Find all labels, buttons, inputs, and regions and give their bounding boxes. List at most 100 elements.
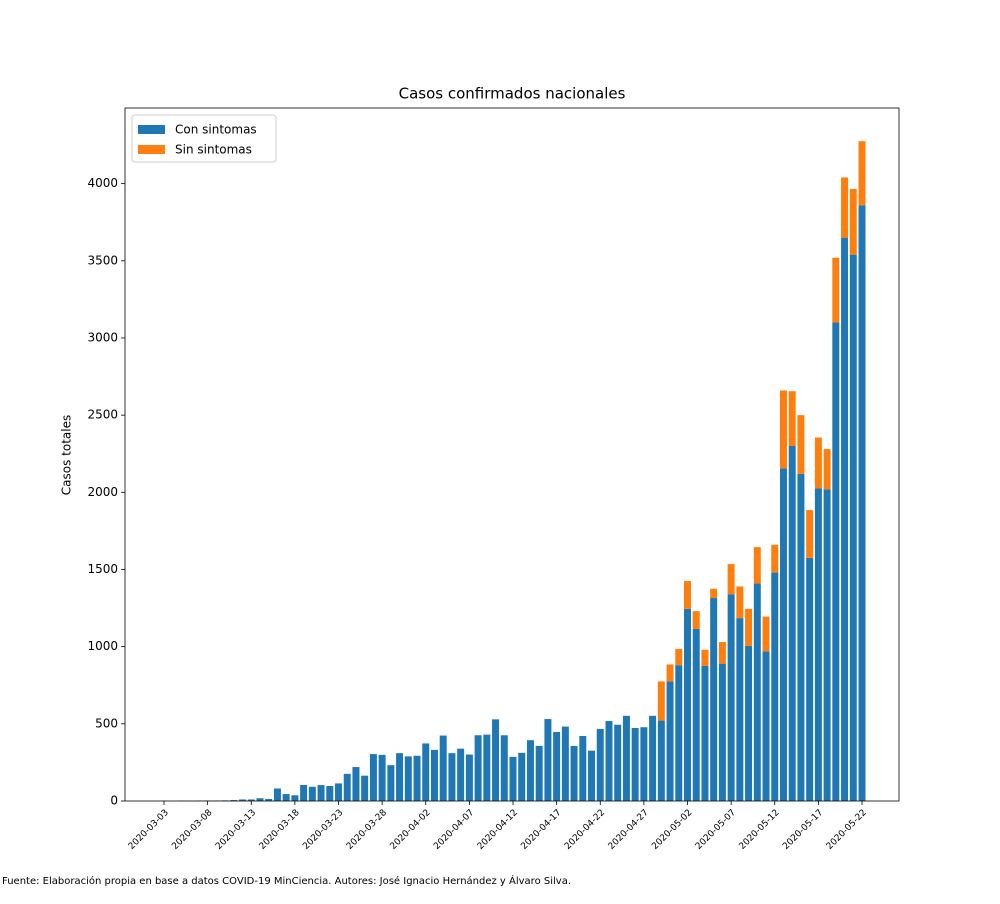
bar-segment xyxy=(457,749,464,801)
bar-segment xyxy=(536,746,543,801)
bar-segment xyxy=(344,774,351,801)
bar-segment xyxy=(806,558,813,801)
bar-segment xyxy=(527,740,534,801)
bar-segment xyxy=(675,665,682,801)
bar-segment xyxy=(667,681,674,801)
chart-title: Casos confirmados nacionales xyxy=(399,85,626,103)
bar-segment xyxy=(414,756,421,801)
bar-segment xyxy=(780,468,787,801)
bar-segment xyxy=(728,564,735,594)
bar-segment xyxy=(832,323,839,801)
legend-swatch xyxy=(138,145,165,154)
y-tick-label: 3000 xyxy=(87,330,118,344)
bar-segment xyxy=(771,573,778,801)
bar-segment xyxy=(466,755,473,801)
bar-segment xyxy=(710,598,717,801)
bar-segment xyxy=(492,719,499,801)
bar-segment xyxy=(326,786,333,801)
bar-segment xyxy=(597,729,604,801)
y-tick-label: 0 xyxy=(110,794,118,808)
bar-segment xyxy=(518,753,525,801)
bar-segment xyxy=(562,727,569,801)
bar-segment xyxy=(841,177,848,237)
y-tick-label: 2000 xyxy=(87,485,118,499)
bar-segment xyxy=(832,258,839,323)
bar-segment xyxy=(806,510,813,558)
bar-segment xyxy=(440,736,447,801)
y-tick-label: 3500 xyxy=(87,253,118,267)
bar-segment xyxy=(684,581,691,609)
y-tick-label: 500 xyxy=(95,716,118,730)
y-tick-label: 1000 xyxy=(87,639,118,653)
bar-segment xyxy=(571,746,578,801)
bar-segment xyxy=(719,664,726,801)
bar-segment xyxy=(850,189,857,255)
bar-segment xyxy=(483,735,490,801)
bar-segment xyxy=(475,735,482,801)
bar-segment xyxy=(658,681,665,720)
bar-segment xyxy=(745,646,752,801)
legend-swatch xyxy=(138,125,165,134)
y-tick-label: 1500 xyxy=(87,562,118,576)
bar-segment xyxy=(859,141,866,205)
bar-segment xyxy=(789,391,796,446)
bar-segment xyxy=(309,787,316,801)
y-tick-label: 4000 xyxy=(87,176,118,190)
source-note: Fuente: Elaboración propia en base a dat… xyxy=(2,874,571,887)
bar-segment xyxy=(352,767,359,801)
bar-segment xyxy=(370,754,377,801)
bar-segment xyxy=(579,736,586,801)
bar-segment xyxy=(396,753,403,801)
bar-segment xyxy=(841,238,848,801)
bar-segment xyxy=(763,651,770,801)
legend-label: Con sintomas xyxy=(175,123,257,137)
bar-segment xyxy=(693,611,700,629)
bar-segment xyxy=(448,753,455,801)
bar-segment xyxy=(649,716,656,801)
bar-segment xyxy=(361,776,368,801)
y-axis-label: Casos totales xyxy=(60,415,74,495)
bar-segment xyxy=(797,474,804,801)
bar-segment xyxy=(710,589,717,598)
legend-label: Sin sintomas xyxy=(175,143,252,157)
bar-segment xyxy=(431,750,438,801)
bar-segment xyxy=(379,755,386,801)
bar-segment xyxy=(274,788,281,801)
bar-segment xyxy=(815,488,822,801)
bar-segment xyxy=(736,586,743,618)
bar-segment xyxy=(789,446,796,801)
bar-segment xyxy=(780,390,787,468)
bar-segment xyxy=(736,618,743,801)
bar-segment xyxy=(824,449,831,489)
bar-segment xyxy=(614,725,621,801)
bar-segment xyxy=(763,617,770,652)
bar-segment xyxy=(797,415,804,474)
bar-segment xyxy=(387,765,394,801)
legend: Con sintomas Sin sintomas xyxy=(132,115,276,162)
bar-segment xyxy=(588,751,595,801)
bar-segment xyxy=(623,716,630,801)
bar-segment xyxy=(658,721,665,801)
y-tick-label: 2500 xyxy=(87,408,118,422)
bar-segment xyxy=(684,609,691,801)
bar-segment xyxy=(501,735,508,801)
bar-segment xyxy=(701,666,708,801)
bar-segment xyxy=(815,438,822,489)
bar-segment xyxy=(318,785,325,801)
bar-segment xyxy=(405,756,412,801)
bar-segment xyxy=(728,594,735,801)
bar-segment xyxy=(335,783,342,801)
bar-segment xyxy=(291,795,298,801)
bar-segment xyxy=(667,664,674,681)
bar-segment xyxy=(693,629,700,801)
bar-segment xyxy=(256,798,263,801)
bar-segment xyxy=(675,649,682,665)
bar-segment xyxy=(745,609,752,646)
bar-segment xyxy=(701,650,708,666)
bar-segment xyxy=(771,545,778,573)
bar-segment xyxy=(300,785,307,801)
bar-segment xyxy=(544,719,551,801)
bar-segment xyxy=(859,205,866,801)
bar-segment xyxy=(422,743,429,801)
